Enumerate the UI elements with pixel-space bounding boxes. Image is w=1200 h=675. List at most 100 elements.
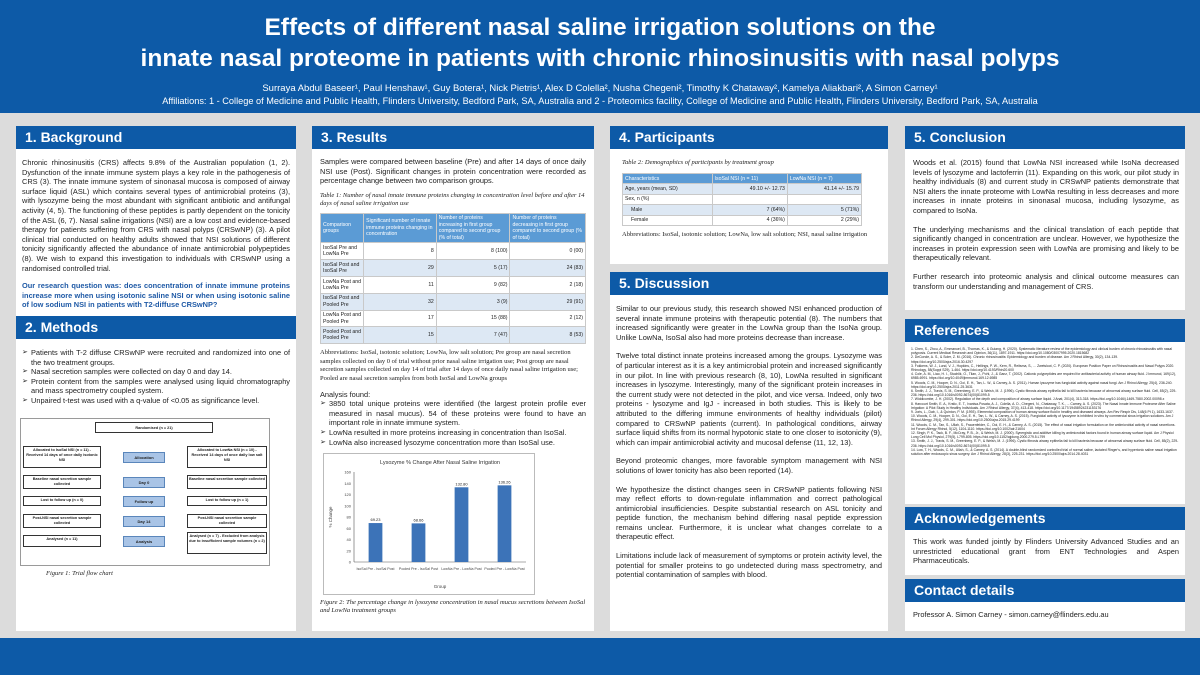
table-cell: 17 — [363, 309, 437, 328]
poster-title: Effects of different nasal saline irriga… — [0, 0, 1200, 74]
background-heading: 1. Background — [16, 126, 296, 149]
x-tick-label: Pooled Pre - LowNa Post — [484, 567, 524, 571]
table-cell: 7 (64%) — [711, 204, 788, 216]
table-cell: 9 (82) — [435, 276, 511, 294]
results-intro: Samples were compared between baseline (… — [320, 157, 586, 186]
discussion-body: Similar to our previous study, this rese… — [610, 295, 888, 580]
methods-bullet: Unpaired t-test was used with a q-value … — [22, 396, 290, 406]
y-tick-label: 0 — [349, 560, 352, 565]
methods-list: Patients with T-2 diffuse CRSwNP were re… — [22, 348, 290, 406]
methods-bullet: Nasal secretion samples were collected o… — [22, 367, 290, 377]
column-2-panel: 3. Results Samples were compared between… — [312, 126, 594, 631]
research-question: Our research question was: does concentr… — [22, 281, 290, 310]
table-cell: 11 — [363, 276, 437, 294]
y-tick-label: 40 — [347, 537, 352, 542]
data-label: 68.66 — [413, 518, 424, 523]
flow-baseline-left: Baseline nasal secretion sample collecte… — [23, 475, 101, 490]
column-3: 4. Participants Table 2: Demographics of… — [610, 126, 888, 631]
contact-body: Professor A. Simon Carney - simon.carney… — [913, 610, 1109, 619]
analysis-title: Analysis found: — [320, 389, 371, 399]
table-cell — [711, 193, 788, 206]
methods-heading: 2. Methods — [16, 315, 296, 339]
table-row: LowNa Post and LowNa Pre 11 9 (82) 2 (18) — [319, 276, 586, 294]
y-tick-label: 20 — [347, 548, 352, 553]
chart-bar — [411, 523, 426, 563]
table-cell: 8 (53) — [509, 326, 586, 345]
table-1-header: Comparison groups — [319, 212, 365, 244]
y-tick-label: 160 — [344, 470, 351, 475]
table-2: Characteristics IsoSal NSI (n = 11) LowNa … — [622, 172, 863, 227]
discussion-paragraph: Beyond proteomic changes, more favorable… — [616, 456, 882, 475]
table-row: Pooled Post and Pooled Pre 15 7 (47) 8 (53) — [319, 326, 586, 345]
flow-analysed-left: Analysed (n = 11) — [23, 535, 101, 548]
table-1-header: Number of proteins increasing in first g… — [435, 212, 511, 244]
table-cell: 3 (9) — [435, 292, 511, 311]
table-row: Male 7 (64%) 5 (71%) — [622, 204, 863, 216]
flow-post-right: Post-NSI nasal secretion sample collecte… — [187, 514, 267, 529]
table-cell: 24 (83) — [509, 259, 586, 278]
table-cell: 5 (71%) — [786, 204, 863, 216]
discussion-paragraph: We hypothesize the distinct changes seen… — [616, 484, 882, 542]
reference-item: 13. Smith, J. J., Travis, S. M., Greenbe… — [911, 439, 1179, 448]
reference-item: 9. Joris, L., Dab, I., & Quinton, P. M. … — [911, 410, 1174, 415]
table-cell: 8 — [363, 242, 437, 261]
reference-item: 7. Widdicombe, J. H. (2002). Regulation … — [911, 397, 1165, 402]
table-cell: Male — [622, 204, 713, 216]
participants-panel: 4. Participants Table 2: Demographics of… — [610, 126, 888, 264]
reference-item: 14. Low, T. H., Woods, C. M., Ullah, S.,… — [911, 447, 1177, 457]
acknowledgements-panel: Acknowledgements This work was funded jo… — [905, 507, 1185, 575]
discussion-paragraph: Similar to our previous study, this rese… — [616, 304, 882, 342]
table-1: Comparison groups Significant number of i… — [319, 212, 586, 345]
x-tick-label: LowNa Pre - LowNa Post — [441, 567, 481, 571]
table-cell: IsoSal Post and Pooled Pre — [319, 292, 365, 311]
analysis-bullet: LowNa resulted in more proteins increasi… — [320, 428, 586, 438]
title-line-1: Effects of different nasal saline irriga… — [264, 14, 936, 41]
column-1-panel: 1. Background Chronic rhinosinusitis (CR… — [16, 126, 296, 631]
contact-panel: Contact details Professor A. Simon Carne… — [905, 579, 1185, 631]
table-cell: LowNa Post and LowNa Pre — [319, 276, 365, 294]
table-row: Sex, n (%) — [622, 193, 863, 206]
contact-heading: Contact details — [905, 579, 1185, 602]
discussion-paragraph: Twelve total distinct innate proteins in… — [616, 351, 882, 447]
discussion-panel: 5. Discussion Similar to our previous st… — [610, 272, 888, 631]
y-axis-label: % Change — [328, 506, 333, 528]
analysis-list: 3850 total unique proteins were identifi… — [320, 399, 586, 447]
conclusion-heading: 5. Conclusion — [905, 126, 1185, 149]
methods-bullet: Protein content from the samples were an… — [22, 377, 290, 396]
y-tick-label: 140 — [344, 481, 351, 486]
y-tick-label: 120 — [344, 492, 351, 497]
poster-footer — [0, 638, 1200, 675]
table-1-caption: Table 1: Number of nasal innate immune p… — [320, 191, 585, 207]
flow-post-left: Post-NSI nasal secretion sample collecte… — [23, 514, 101, 529]
figure-2-caption: Figure 2: The percentage change in lysoz… — [320, 599, 586, 615]
discussion-paragraph: Limitations include lack of measurement … — [616, 551, 882, 580]
table-cell: 41.14 +/- 15.79 — [786, 183, 863, 195]
y-tick-label: 60 — [347, 526, 352, 531]
reference-item: 4. Cole, A. M., Liao, H. I., Stuchlik, O… — [911, 372, 1176, 381]
flow-analysed-right: Analysed (n = 7) - Excluded from analysi… — [187, 532, 267, 555]
y-tick-label: 80 — [347, 515, 352, 520]
y-tick-label: 100 — [344, 503, 351, 508]
reference-item: 1. Chen, S., Zhou, A., Emmanuel, B., Tho… — [911, 347, 1172, 356]
table-cell: 0 (00) — [509, 242, 586, 261]
column-4: 5. Conclusion Woods et al. (2015) found … — [905, 126, 1185, 631]
participants-heading: 4. Participants — [610, 126, 888, 149]
acknowledgements-body: This work was funded jointly by Flinders… — [913, 537, 1179, 566]
results-heading: 3. Results — [312, 126, 594, 149]
column-1: 1. Background Chronic rhinosinusitis (CR… — [16, 126, 296, 631]
references-list: 1. Chen, S., Zhou, A., Emmanuel, B., Tho… — [905, 342, 1185, 456]
references-panel: References 1. Chen, S., Zhou, A., Emmanu… — [905, 319, 1185, 504]
table-row: IsoSal Pre and LowNa Pre 8 8 (100) 0 (00) — [319, 242, 586, 261]
table-cell: 5 (17) — [435, 259, 511, 278]
table-row: LowNa Post and Pooled Pre 17 15 (88) 2 (12) — [319, 309, 586, 328]
table-cell: 7 (47) — [435, 326, 511, 345]
flow-allocation-right: Allocated to LowNa NSI (n = 10) - Receiv… — [187, 446, 267, 469]
title-line-2: innate nasal proteome in patients with c… — [140, 45, 1060, 72]
table-cell: 8 (100) — [435, 242, 511, 261]
chart-title: Lysozyme % Change After Nasal Saline Irr… — [380, 460, 500, 466]
discussion-heading: 5. Discussion — [610, 272, 888, 295]
table-row: Age, years (mean, SD) 49.10 +/- 12.73 41.1… — [622, 183, 863, 195]
table-1-header: Number of proteins decreasing in first g… — [509, 212, 586, 244]
table-cell: LowNa Post and Pooled Pre — [319, 309, 365, 328]
data-label: 136.26 — [498, 480, 511, 485]
